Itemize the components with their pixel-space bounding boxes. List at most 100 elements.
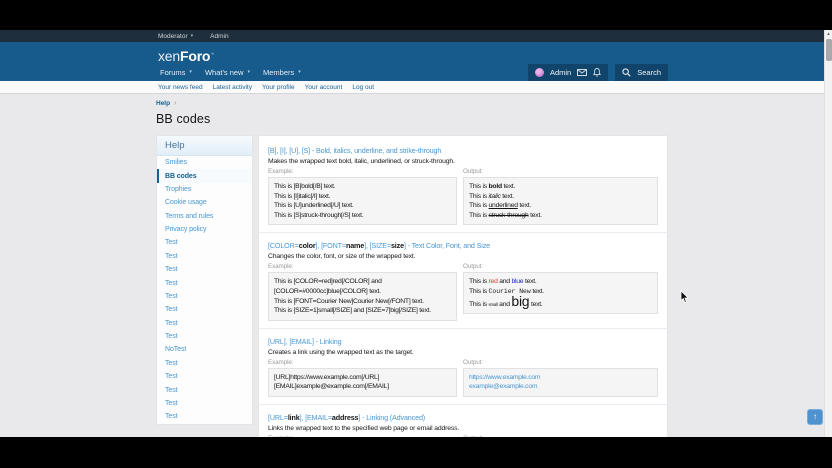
page-body: Help › BB codes Help Smilies BB codes Trop…	[0, 94, 832, 437]
modbar-item-label: Moderator	[158, 32, 188, 40]
caret-down-icon: ▾	[189, 69, 192, 75]
sidebar-item-test-15[interactable]: Test	[165, 359, 178, 367]
output-label: Output:	[463, 358, 483, 366]
heading-text: ], [FONT=	[315, 241, 347, 251]
nav-tab-what-s-new[interactable]: What's new ▾	[203, 64, 261, 81]
site-header: xenForo™ Forums ▾ What's new ▾ Members ▾ Admi…	[0, 42, 832, 81]
output-text: text.	[523, 278, 537, 286]
bbcode-section-heading[interactable]: [URL=link], [EMAIL=address] - Linking (A…	[268, 413, 658, 422]
output-text: text.	[517, 202, 532, 210]
subnav-link-log-out[interactable]: Log out	[352, 83, 375, 91]
sidebar-item-test-18[interactable]: Test	[165, 399, 178, 407]
nav-tab-forums[interactable]: Forums ▾	[158, 64, 203, 81]
sidebar-title: Help	[157, 136, 252, 156]
caret-down-icon: ▾	[298, 69, 301, 75]
modbar-item-label: Admin	[210, 32, 229, 40]
output-line: This is small and big text.	[469, 294, 652, 310]
output-link[interactable]: example@example.com	[469, 383, 538, 391]
caret-down-icon: ▾	[247, 69, 250, 75]
heading-param: link	[287, 412, 300, 422]
sidebar-item-test-16[interactable]: Test	[165, 373, 178, 381]
user-name[interactable]: Admin	[549, 68, 572, 77]
sidebar-item-list: Smilies BB codes Trophies Cookie usage Terms…	[157, 156, 252, 424]
example-box: This is [B]bold[/B] text. This is [I]ital…	[268, 177, 457, 226]
example-line: This is [COLOR=red]red[/COLOR] and	[274, 278, 382, 286]
bbcode-section-0: [B], [I], [U], [S] - Bold, italics, unde…	[268, 142, 658, 226]
inbox-envelope-icon[interactable]	[577, 69, 588, 76]
sidebar-item-test-13[interactable]: Test	[165, 333, 178, 341]
output-line: https://www.example.com	[469, 373, 652, 383]
output-text: blue	[511, 278, 524, 286]
sidebar-item-notest-14[interactable]: NoTest	[165, 346, 187, 354]
output-text: This is	[469, 278, 489, 286]
sidebar-item-test-12[interactable]: Test	[165, 319, 178, 327]
avatar[interactable]	[534, 68, 544, 77]
sidebar-item-test-8[interactable]: Test	[165, 266, 178, 274]
subnav-link-your-news-feed[interactable]: Your news feed	[158, 83, 203, 91]
sidebar-item-bb-codes-1[interactable]: BB codes	[157, 169, 252, 183]
output-text: small	[488, 301, 498, 307]
scroll-to-top-button[interactable]: ↑	[807, 409, 823, 425]
breadcrumb-help-link[interactable]: Help	[156, 100, 171, 107]
sidebar-item-test-10[interactable]: Test	[165, 292, 178, 300]
output-text: Courier New	[488, 287, 531, 295]
sidebar-item-test-11[interactable]: Test	[165, 306, 178, 314]
search-icon	[622, 68, 631, 77]
nav-tab-label: Forums	[160, 68, 186, 77]
subnav-link-your-profile[interactable]: Your profile	[261, 83, 295, 91]
section-description: Links the wrapped text to the specified …	[268, 424, 460, 432]
sidebar-item-terms-and-rules-4[interactable]: Terms and rules	[165, 212, 214, 220]
output-line: This is italic text.	[469, 192, 652, 202]
search-button[interactable]: Search	[615, 64, 668, 81]
browser-viewport: Moderator ▾ Admin xenForo™ Forums ▾ What's n…	[0, 30, 832, 437]
output-text: text.	[530, 287, 544, 295]
nav-tab-members[interactable]: Members ▾	[261, 64, 312, 81]
mouse-cursor	[680, 290, 689, 303]
nav-tab-label: Members	[262, 68, 295, 77]
example-line: This is [B]bold[/B] text.	[274, 183, 336, 190]
modbar-item-admin[interactable]: Admin	[210, 33, 228, 40]
help-sidebar: Help Smilies BB codes Trophies Cookie usage…	[156, 135, 253, 425]
heading-text: ], [EMAIL=	[299, 412, 332, 422]
section-description: Creates a link using the wrapped text as…	[268, 348, 414, 356]
output-text: This is	[469, 192, 489, 200]
section-description: Makes the wrapped text bold, italic, und…	[268, 158, 455, 165]
sidebar-item-smilies-0[interactable]: Smilies	[165, 159, 187, 167]
sidebar-item-test-19[interactable]: Test	[165, 413, 178, 421]
heading-text: ], [SIZE=	[364, 241, 391, 251]
sidebar-item-cookie-usage-3[interactable]: Cookie usage	[165, 199, 207, 207]
search-label: Search	[637, 68, 661, 77]
heading-param: size	[390, 241, 404, 251]
bbcode-section-heading[interactable]: [COLOR=color], [FONT=name], [SIZE=size] …	[268, 241, 658, 250]
heading-param: name	[345, 241, 365, 251]
sidebar-item-privacy-policy-5[interactable]: Privacy policy	[165, 226, 207, 234]
output-link[interactable]: https://www.example.com	[469, 373, 541, 381]
bbcode-section-heading[interactable]: [URL], [EMAIL] - Linking	[268, 337, 658, 346]
modbar-item-moderator[interactable]: Moderator ▾	[158, 33, 193, 40]
subnav-link-your-account[interactable]: Your account	[304, 83, 343, 91]
output-text: This is	[469, 287, 489, 295]
subnav-link-latest-activity[interactable]: Latest activity	[212, 83, 252, 91]
alerts-bell-icon[interactable]	[593, 68, 602, 77]
user-menu[interactable]: Admin	[527, 64, 609, 81]
sidebar-item-test-7[interactable]: Test	[165, 252, 178, 260]
site-logo[interactable]: xenForo™	[158, 48, 214, 64]
output-label: Output:	[463, 435, 658, 437]
heading-param: color	[298, 241, 316, 251]
output-label: Output:	[463, 263, 483, 271]
nav-tab-label: What's new	[204, 68, 244, 77]
bbcode-section-heading[interactable]: [B], [I], [U], [S] - Bold, italics, unde…	[268, 146, 658, 155]
example-line: This is [FONT=Courier New]Courier New[/F…	[274, 297, 424, 305]
scrollbar-up-arrow-icon[interactable]: ▲	[826, 31, 831, 36]
sidebar-item-test-6[interactable]: Test	[165, 239, 178, 247]
scrollbar[interactable]: ▲	[824, 30, 832, 437]
example-output-columns: Example: [URL]https://www.example.com[/UR…	[268, 359, 658, 397]
sidebar-item-test-9[interactable]: Test	[165, 279, 178, 287]
example-output-columns: Example: This is [COLOR=red]red[/COLOR] a…	[268, 263, 658, 321]
moderator-bar: Moderator ▾ Admin	[0, 30, 832, 42]
example-label: Example:	[268, 168, 294, 175]
scrollbar-thumb[interactable]	[826, 39, 832, 61]
sidebar-item-trophies-2[interactable]: Trophies	[165, 185, 192, 193]
sidebar-item-test-17[interactable]: Test	[165, 386, 178, 394]
